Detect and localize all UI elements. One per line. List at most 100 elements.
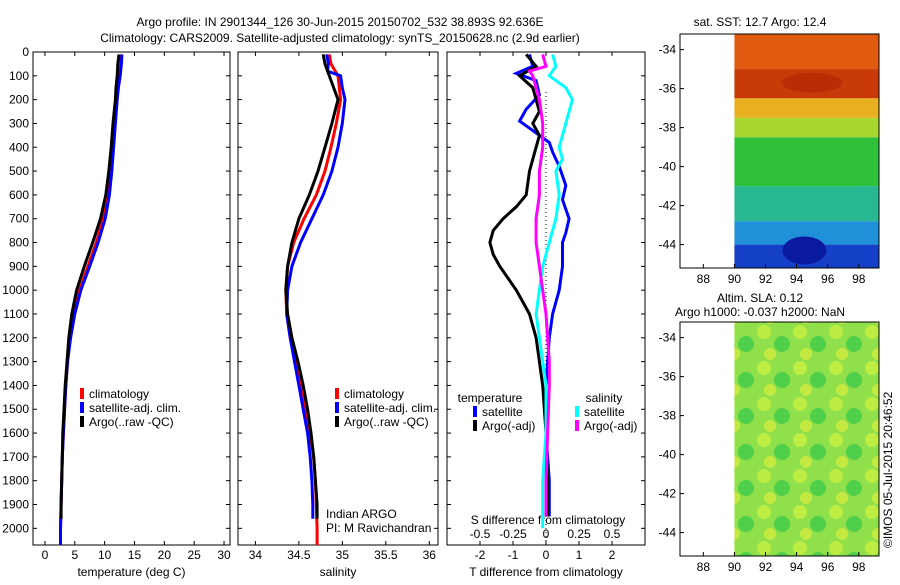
legend-temperature-heading: temperature	[458, 391, 523, 405]
sst-map-xtick-label: 96	[821, 272, 835, 286]
difference-xtick-label: 2	[609, 548, 616, 562]
temperature-panel: 0100200300400500600700800900100011001200…	[2, 45, 231, 579]
depth-tick-label: 800	[9, 236, 29, 250]
difference-legend-label: Argo(-adj)	[584, 419, 637, 433]
salinity-xlabel: salinity	[320, 565, 357, 579]
s-difference-tick-label: 0.25	[567, 527, 591, 541]
temperature-legend-label: satellite-adj. clim.	[89, 401, 181, 415]
temperature-xtick-label: 25	[188, 548, 202, 562]
depth-tick-label: 1900	[2, 498, 29, 512]
temperature-xtick-label: 10	[98, 548, 112, 562]
depth-tick-label: 600	[9, 188, 29, 202]
sst-map-xtick-label: 88	[697, 272, 711, 286]
difference-xtick-label: 0	[543, 548, 550, 562]
sst-map-ytick-label: -36	[659, 82, 677, 96]
depth-tick-label: 1000	[2, 283, 29, 297]
depth-tick-label: 1600	[2, 426, 29, 440]
sla-map-ytick-label: -38	[659, 409, 677, 423]
sst-map-ytick-label: -40	[659, 160, 677, 174]
sla-map-ytick-label: -36	[659, 370, 677, 384]
difference-series-line	[534, 53, 575, 529]
depth-tick-label: 1300	[2, 355, 29, 369]
sla-map-title-2: Argo h1000: -0.037 h2000: NaN	[675, 305, 845, 319]
depth-tick-label: 1700	[2, 450, 29, 464]
sst-map-xtick-label: 94	[790, 272, 804, 286]
salinity-xtick-label: 36	[423, 548, 437, 562]
sst-color-band	[734, 186, 879, 222]
figure-title-line1: Argo profile: IN 2901344_126 30-Jun-2015…	[137, 15, 544, 29]
difference-xtick-label: 1	[576, 548, 583, 562]
sla-map-ytick-label: -44	[659, 526, 677, 540]
depth-tick-label: 100	[9, 69, 29, 83]
salinity-legend-swatch	[335, 402, 339, 413]
temperature-legend-label: Argo(..raw -QC)	[89, 415, 174, 429]
depth-tick-label: 2000	[2, 521, 29, 535]
sst-map-xtick-label: 98	[852, 272, 866, 286]
legend-salinity-heading: salinity	[586, 391, 623, 405]
pi-line1: Indian ARGO	[326, 507, 397, 521]
temperature-legend-swatch	[80, 402, 84, 413]
s-difference-tick-label: 0.5	[604, 527, 621, 541]
sla-map-xtick-label: 96	[821, 560, 835, 574]
difference-panel: S difference from climatology temperatur…	[446, 51, 646, 579]
depth-tick-label: 200	[9, 93, 29, 107]
salinity-xtick-label: 34.5	[287, 548, 311, 562]
difference-legend-swatch	[473, 420, 477, 431]
difference-legend-swatch	[575, 420, 579, 431]
sla-field	[734, 322, 879, 556]
sst-color-band	[734, 137, 879, 187]
depth-tick-label: 500	[9, 164, 29, 178]
salinity-xtick-label: 35	[336, 548, 350, 562]
sst-map-ytick-label: -34	[659, 43, 677, 57]
salinity-legend-swatch	[335, 416, 339, 427]
sla-map-xtick-label: 92	[759, 560, 773, 574]
temperature-series-line	[59, 54, 121, 519]
temperature-xtick-label: 15	[128, 548, 142, 562]
difference-legend-swatch	[473, 406, 477, 417]
salinity-legend-label: Argo(..raw -QC)	[344, 415, 429, 429]
temperature-legend-swatch	[80, 416, 84, 427]
salinity-panel: Indian ARGO PI: M Ravichandran 34 34.5 35 3…	[237, 51, 439, 579]
depth-tick-label: 1400	[2, 378, 29, 392]
sla-map-xtick-label: 88	[697, 560, 711, 574]
sst-map-title: sat. SST: 12.7 Argo: 12.4	[694, 15, 827, 29]
difference-xtick-label: -1	[508, 548, 519, 562]
temperature-xtick-label: 30	[217, 548, 231, 562]
pi-line2: PI: M Ravichandran	[326, 521, 431, 535]
difference-legend-label: satellite	[482, 405, 523, 419]
figure-title-line2: Climatology: CARS2009. Satellite-adjuste…	[100, 31, 580, 45]
sla-map-ytick-label: -40	[659, 448, 677, 462]
depth-tick-label: 0	[22, 45, 29, 59]
depth-tick-label: 1200	[2, 331, 29, 345]
sla-map-ytick-label: -34	[659, 331, 677, 345]
s-difference-label: S difference from climatology	[471, 513, 626, 527]
sst-color-band	[734, 34, 879, 70]
sst-map-axes-box	[679, 33, 880, 269]
difference-series-line	[488, 53, 550, 517]
sla-map-xtick-label: 90	[728, 560, 742, 574]
difference-xlabel: T difference from climatology	[469, 565, 623, 579]
sst-map-ytick-label: -44	[659, 238, 677, 252]
salinity-series-line	[285, 54, 347, 519]
temperature-xtick-label: 0	[42, 548, 49, 562]
temperature-legend-label: climatology	[89, 387, 149, 401]
sst-color-band	[734, 221, 879, 245]
depth-tick-label: 1100	[3, 307, 29, 321]
salinity-series-line	[284, 54, 340, 519]
sst-map-ytick-label: -42	[659, 199, 677, 213]
difference-xtick-label: -2	[475, 548, 486, 562]
sst-map-xtick-label: 90	[728, 272, 742, 286]
salinity-xtick-label: 34	[249, 548, 263, 562]
depth-tick-label: 400	[9, 140, 29, 154]
salinity-axes-box	[237, 51, 439, 546]
temperature-axes-box	[32, 51, 231, 546]
sla-map-title-1: Altim. SLA: 0.12	[717, 291, 803, 305]
sla-map-xtick-label: 98	[852, 560, 866, 574]
depth-tick-label: 1500	[2, 402, 29, 416]
sla-map-panel: Altim. SLA: 0.12 Argo h1000: -0.037 h200…	[659, 291, 880, 574]
depth-tick-label: 300	[9, 116, 29, 130]
imos-watermark: ©IMOS 05-Jul-2015 20:46:52	[881, 391, 895, 548]
difference-series-line	[527, 53, 551, 517]
s-difference-tick-label: -0.25	[499, 527, 527, 541]
